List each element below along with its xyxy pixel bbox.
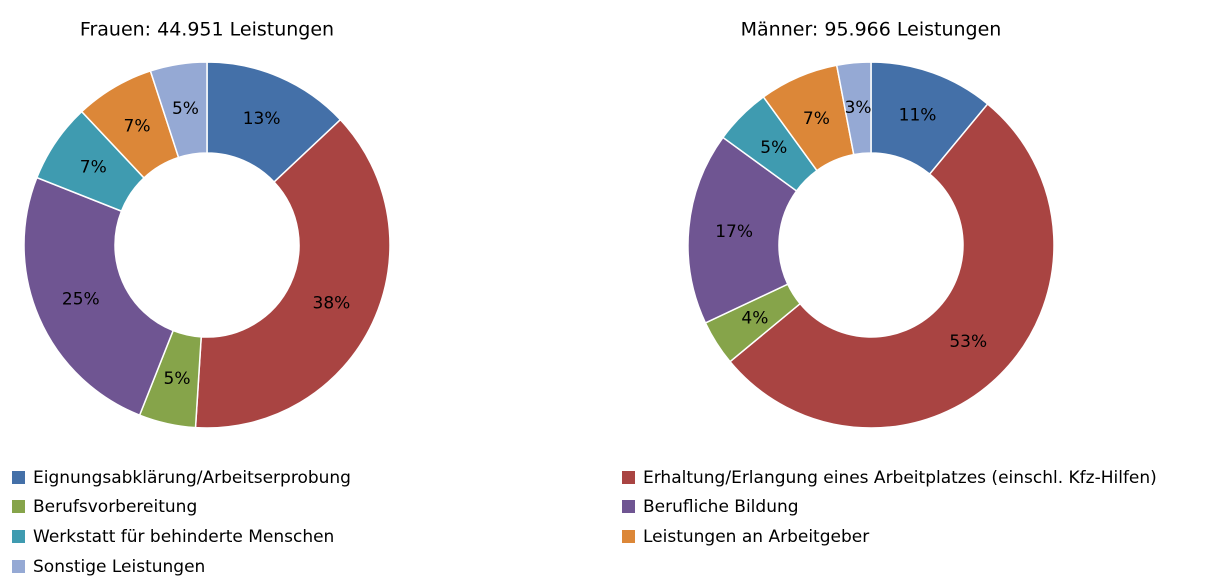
legend-label: Werkstatt für behinderte Menschen: [33, 527, 334, 547]
data-label: 7%: [803, 109, 830, 129]
legend-swatch: [12, 500, 25, 513]
legend-swatch: [12, 530, 25, 543]
data-label: 11%: [899, 106, 937, 126]
data-label: 13%: [243, 109, 281, 129]
legend-label: Berufsvorbereitung: [33, 497, 197, 517]
legend-swatch: [622, 530, 635, 543]
legend-label: Berufliche Bildung: [643, 497, 799, 517]
legend-label: Eignungsabklärung/Arbeitserprobung: [33, 468, 351, 488]
legend-swatch: [622, 471, 635, 484]
data-label: 38%: [313, 294, 351, 314]
donut-slice: [194, 118, 391, 429]
legend-label: Leistungen an Arbeitgeber: [643, 527, 869, 547]
data-label: 5%: [164, 369, 191, 389]
data-label: 5%: [760, 138, 787, 158]
legend-label: Erhaltung/Erlangung eines Arbeitplatzes …: [643, 468, 1157, 488]
legend-swatch: [622, 500, 635, 513]
data-label: 53%: [949, 332, 987, 352]
data-label: 17%: [715, 222, 753, 242]
donut-slice: [835, 61, 872, 156]
data-label: 4%: [741, 309, 768, 329]
donut-slice: [728, 102, 1055, 429]
data-label: 3%: [845, 98, 872, 118]
legend-label: Sonstige Leistungen: [33, 557, 205, 577]
chart-title: Männer: 95.966 Leistungen: [741, 19, 1002, 41]
data-label: 25%: [62, 290, 100, 310]
donut-slice: [149, 61, 208, 159]
legend-swatch: [12, 560, 25, 573]
data-label: 5%: [172, 99, 199, 119]
donut-slice: [23, 176, 175, 417]
chart-title: Frauen: 44.951 Leistungen: [80, 19, 334, 41]
donut-slice: [687, 136, 798, 324]
data-label: 7%: [124, 117, 151, 137]
data-label: 7%: [80, 158, 107, 178]
legend-swatch: [12, 471, 25, 484]
